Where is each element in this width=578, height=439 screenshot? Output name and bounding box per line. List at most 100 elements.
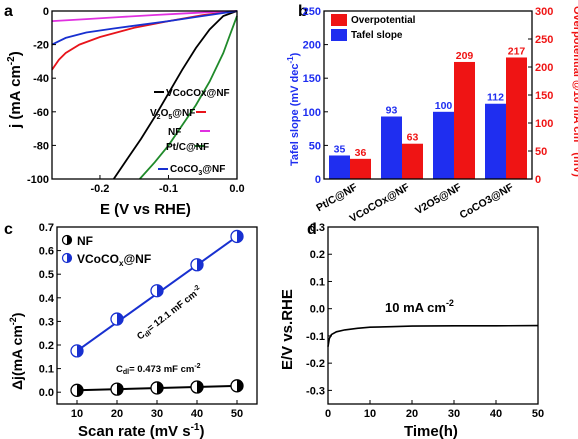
panel-d: d 0.3 0.2 0.1 0.0 -0.1 -0.2 -0.3 0 10 20 30 40 50 E… — [279, 221, 544, 439]
panel-a-y-label: j (mA cm-2) — [6, 51, 24, 129]
panel-c-y-tick-label: 0.7 — [39, 222, 54, 234]
panel-b-left-ticks: 0 50 100 150 200 250 — [303, 6, 328, 186]
panel-a-series-3 — [139, 15, 238, 180]
panel-c-point-fill-0 — [237, 379, 243, 392]
panel-a-curves — [51, 10, 238, 180]
panel-b-bar-value-label: 35 — [334, 143, 346, 155]
panel-c-point-fill-0 — [197, 381, 204, 394]
panel-b-y-tick-label: 250 — [303, 6, 321, 18]
panel-b-y-tick-label: 0 — [315, 174, 321, 186]
panel-a-x-tick-label: -0.1 — [159, 183, 178, 195]
panel-c-x-tick-label: 10 — [71, 408, 83, 420]
panel-d-x-tick-label: 40 — [490, 408, 502, 420]
panel-d-frame — [327, 226, 539, 405]
legend-marker-vcocox-fill — [67, 253, 72, 263]
legend-swatch-overpotential — [331, 14, 347, 26]
panel-b-y2-tick-label: 100 — [535, 118, 553, 130]
panel-b-category-label: CoCO3@NF — [458, 181, 516, 222]
panel-b-y-tick-label: 50 — [309, 140, 321, 152]
panel-b-bar-value-label: 100 — [435, 100, 453, 112]
panel-c-point-fill-0 — [157, 381, 163, 394]
panel-b-bar-value-label: 112 — [487, 92, 504, 104]
panel-d-x-tick-label: 30 — [448, 408, 460, 420]
panel-a-legend: VCoCOx@NF V2O5@NF NF Pt/C@NF CoCO3@NF — [150, 88, 230, 177]
panel-c-point-fill-0 — [117, 383, 123, 396]
panel-a-y-ticks: 0 -20 -40 -60 -80 -100 — [27, 6, 56, 186]
legend-label-coco3: CoCO3@NF — [170, 164, 225, 177]
panel-b-y2-tick-label: 250 — [535, 34, 553, 46]
panel-b-label: b — [298, 3, 308, 20]
legend-label-nf-c: NF — [77, 234, 93, 248]
panel-a-y-tick-label: -40 — [33, 73, 49, 85]
legend-label-vcocox: VCoCOx@NF — [166, 88, 230, 99]
panel-d-y-tick-label: 0.0 — [310, 304, 325, 316]
legend-swatch-tafel — [331, 29, 347, 41]
panel-a-y-tick-label: 0 — [43, 6, 49, 18]
panel-b-y-label: Tafel slope (mV dec-1) — [286, 52, 301, 166]
panel-b-y2-tick-label: 150 — [535, 90, 553, 102]
panel-d-x-tick-label: 20 — [406, 408, 418, 420]
panel-b-bar-tafel — [433, 111, 454, 179]
panel-c-annotation-nf: Cdl= 0.473 mF cm-2 — [116, 363, 201, 376]
legend-label-overpotential: Overpotential — [351, 15, 416, 26]
panel-d-x-label: Time(h) — [404, 423, 458, 439]
panel-b-bar-value-label: 36 — [355, 147, 367, 159]
panel-c-point-fill-1 — [117, 313, 123, 326]
panel-d-x-ticks: 0 10 20 30 40 50 — [325, 400, 544, 420]
panel-d-x-tick-label: 50 — [532, 408, 544, 420]
panel-d-curve — [327, 324, 539, 347]
panel-d-x-tick-label: 0 — [325, 408, 331, 420]
panel-b-bar-overpotential — [402, 143, 423, 179]
panel-c-y-tick-label: 0.1 — [39, 364, 54, 376]
panel-b-y2-tick-label: 200 — [535, 62, 553, 74]
panel-b-y2-tick-label: 50 — [535, 146, 547, 158]
panel-c-annotation-vcocox: Cdl= 12.1 mF cm-2 — [134, 284, 205, 343]
panel-a-y-tick-label: -80 — [33, 140, 49, 152]
panel-c-label: c — [4, 221, 13, 238]
panel-d-y-tick-label: 0.1 — [310, 276, 325, 288]
panel-b-bar-labels: 35 36 93 63 100 209 112 217 — [334, 45, 526, 158]
panel-c-y-tick-label: 0.3 — [39, 316, 54, 328]
panel-b-bar-overpotential — [506, 57, 527, 180]
panel-d-y-tick-label: -0.3 — [306, 385, 325, 397]
panel-b-y-tick-label: 100 — [303, 107, 321, 119]
legend-label-nf: NF — [168, 127, 181, 138]
panel-d-y-tick-label: 0.2 — [310, 249, 325, 261]
panel-a-y-tick-label: -100 — [27, 174, 49, 186]
panel-d-y-tick-label: 0.3 — [310, 222, 325, 234]
panel-a-x-ticks: -0.2 -0.1 0.0 — [90, 175, 245, 195]
panel-a-y-tick-label: -20 — [33, 40, 49, 52]
panel-b-bars — [329, 57, 527, 180]
panel-c-y-tick-label: 0.4 — [39, 293, 55, 305]
panel-c-y-tick-label: 0.0 — [39, 387, 54, 399]
panel-a-series-2 — [51, 10, 238, 22]
legend-label-vcocox-c: VCoCOx@NF — [77, 252, 151, 268]
panel-c-point-fill-0 — [77, 384, 83, 397]
panel-b-bar-tafel — [485, 103, 506, 179]
panel-d-y-tick-label: -0.2 — [306, 358, 325, 370]
legend-label-ptc: Pt/C@NF — [166, 142, 209, 153]
panel-c-x-tick-label: 20 — [111, 408, 123, 420]
panel-c: c 0.0 0.1 0.2 0.3 0.4 0.5 0.6 0.7 10 20 30 40 50 Δj… — [4, 221, 258, 439]
panel-a-x-tick-label: 0.0 — [229, 183, 244, 195]
panel-c-y-tick-label: 0.2 — [39, 340, 54, 352]
panel-c-x-tick-label: 50 — [231, 408, 243, 420]
panel-a-label: a — [4, 3, 13, 20]
panel-b-bar-overpotential — [454, 61, 475, 179]
panel-c-legend: NF VCoCOx@NF — [61, 234, 151, 268]
panel-d-label: d — [307, 221, 317, 238]
panel-a-x-label: E (V vs RHE) — [100, 201, 191, 218]
panel-b-right-ticks: 0 50 100 150 200 250 300 — [528, 6, 553, 186]
panel-c-point-fill-1 — [197, 258, 204, 271]
panel-c-point-fill-1 — [237, 230, 243, 243]
legend-label-tafel: Tafel slope — [351, 30, 403, 41]
panel-b-legend: Overpotential Tafel slope — [331, 14, 416, 41]
panel-d-series-0 — [327, 324, 539, 347]
panel-c-y-ticks: 0.0 0.1 0.2 0.3 0.4 0.5 0.6 0.7 — [39, 222, 61, 399]
panel-b: b 35 36 93 63 100 209 112 217 0 50 100 150 200 250 0… — [286, 3, 578, 225]
panel-b-y2-label: Overpotential @10 mA cm-2 (mV) — [571, 6, 578, 177]
panel-b-category-label: Pt/C@NF — [314, 181, 360, 214]
panel-c-x-ticks: 10 20 30 40 50 — [71, 400, 243, 420]
